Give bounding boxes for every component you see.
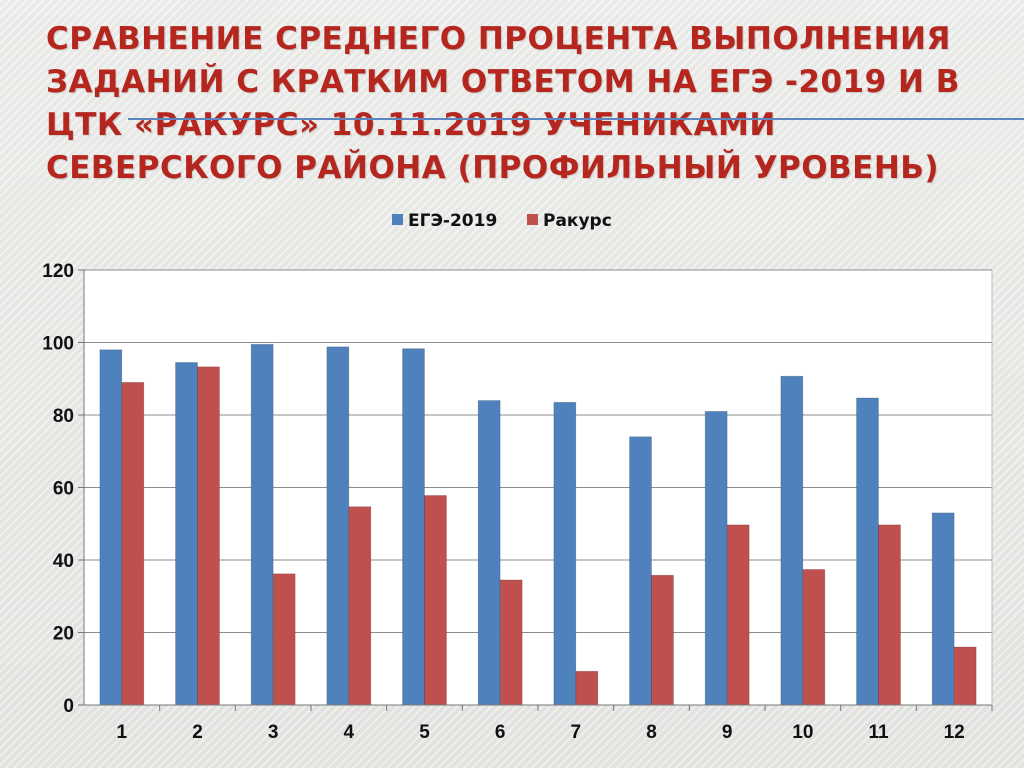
bar-rakurs [726, 524, 750, 706]
bar-rakurs [121, 381, 145, 706]
title-line: СРАВНЕНИЕ СРЕДНЕГО ПРОЦЕНТА ВЫПОЛНЕНИЯ [46, 21, 951, 57]
x-tick-label: 12 [944, 722, 965, 743]
x-tick-label: 4 [344, 722, 355, 743]
bar-rakurs [953, 646, 977, 706]
x-tick-label: 6 [495, 722, 506, 743]
bar-rakurs [272, 573, 296, 706]
x-tick-label: 2 [192, 722, 203, 743]
y-tick-label: 100 [42, 334, 74, 355]
chart-legend: ЕГЭ-2019 Ракурс [392, 211, 612, 231]
gridlines [84, 269, 992, 633]
bar-ege-2019 [250, 343, 274, 706]
bar-rakurs [348, 506, 372, 706]
bars [99, 343, 977, 706]
y-tick-label: 40 [53, 551, 74, 572]
title-line: ЦТК «РАКУРС» 10.11.2019 УЧЕНИКАМИ [46, 107, 776, 143]
bar-ege-2019 [175, 362, 198, 706]
bar-rakurs [878, 524, 901, 706]
legend-swatch [527, 214, 538, 225]
bar-rakurs [575, 670, 599, 706]
x-tick-label: 8 [646, 722, 657, 743]
bar-rakurs [651, 574, 674, 706]
bar-ege-2019 [553, 401, 577, 706]
bar-ege-2019 [99, 349, 123, 706]
x-tick-label: 11 [868, 722, 889, 743]
legend-swatch [392, 214, 403, 225]
legend-label: ЕГЭ-2019 [408, 211, 497, 231]
bar-ege-2019 [326, 346, 350, 706]
x-tick-label: 1 [117, 722, 128, 743]
bar-ege-2019 [931, 512, 955, 706]
y-tick-label: 60 [53, 479, 74, 500]
x-tick-label: 3 [268, 722, 279, 743]
bar-rakurs [197, 366, 220, 706]
y-tick-label: 20 [53, 624, 74, 645]
x-tick-label: 5 [419, 722, 430, 743]
bar-rakurs [499, 579, 523, 706]
y-tick-label: 80 [53, 406, 74, 427]
bar-rakurs [424, 495, 447, 706]
title-line: СЕВЕРСКОГО РАЙОНА (ПРОФИЛЬНЫЙ УРОВЕНЬ) [46, 150, 940, 186]
title-line: ЗАДАНИЙ С КРАТКИМ ОТВЕТОМ НА ЕГЭ -2019 И… [46, 64, 960, 100]
bar-rakurs [802, 569, 826, 706]
y-tick-label: 120 [42, 261, 74, 282]
x-tick-label: 7 [571, 722, 582, 743]
bar-ege-2019 [402, 348, 425, 706]
bar-ege-2019 [856, 397, 879, 706]
slide-title: СРАВНЕНИЕ СРЕДНЕГО ПРОЦЕНТА ВЫПОЛНЕНИЯ З… [46, 18, 966, 190]
bar-ege-2019 [477, 400, 501, 706]
bar-ege-2019 [780, 375, 804, 706]
bar-ege-2019 [704, 410, 728, 706]
y-axis-ticks: 0 20 40 60 80 100 120 [42, 261, 84, 717]
legend-label: Ракурс [543, 211, 612, 231]
y-tick-label: 0 [63, 696, 74, 717]
x-tick-label: 9 [722, 722, 733, 743]
bar-ege-2019 [629, 436, 652, 706]
x-tick-label: 10 [792, 722, 813, 743]
decorative-line [128, 118, 1024, 120]
x-axis-ticks: 1 2 3 4 5 6 7 8 9 10 11 12 [117, 705, 993, 743]
